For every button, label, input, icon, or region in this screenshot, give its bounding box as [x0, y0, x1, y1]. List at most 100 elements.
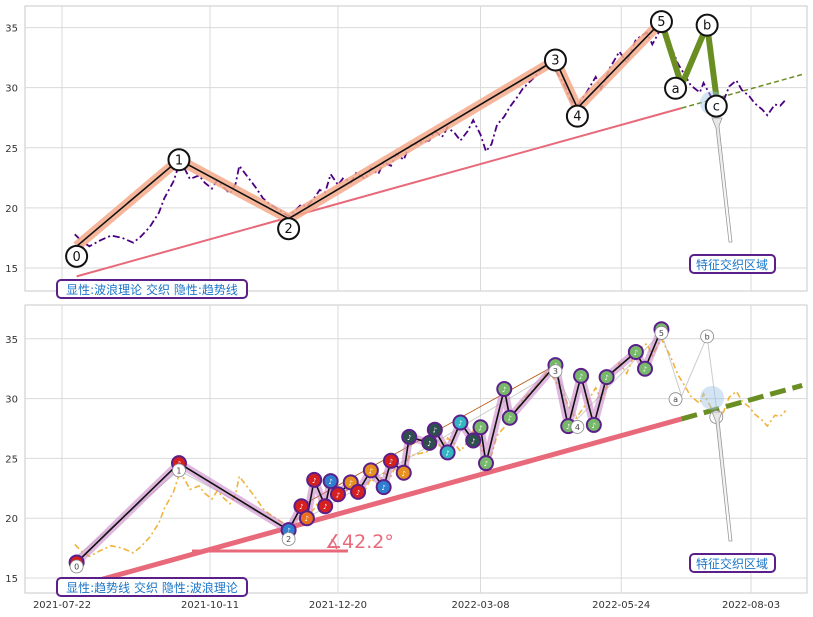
interweave-annotation: 特征交织区域	[696, 257, 768, 272]
pivot-marker-glyph: ♪	[349, 479, 353, 487]
bottom-panel: ♪♪♪♪♪♪♪♪♪♪♪♪♪♪♪♪♪♪♪♪♪♪♪♪♪♪♪♪♪♪♪♪♪ 0 1 2 3 4 5…	[56, 321, 803, 597]
pivot-marker-glyph: ♪	[478, 424, 482, 432]
pivot-marker-glyph: ♪	[336, 491, 340, 499]
pivot-marker	[501, 409, 518, 426]
correction-path	[658, 20, 720, 97]
pivot-marker-glyph: ♪	[286, 527, 290, 535]
pivot-marker	[452, 414, 469, 431]
wave-label-circle	[704, 94, 728, 118]
wave-label-circle	[565, 104, 589, 128]
interweave-annotation: 特征交织区域	[696, 556, 768, 571]
top-legend-box	[56, 279, 248, 299]
pivot-marker	[478, 455, 494, 472]
wave-reference-label-a: a	[673, 395, 678, 404]
wave-label-2: 2	[284, 222, 292, 237]
wave-reference-circle	[281, 532, 296, 546]
wave-reference-circle	[69, 559, 84, 574]
pivot-marker-glyph: ♪	[389, 458, 393, 466]
pivot-marker-glyph: ♪	[305, 515, 309, 523]
wave-reference-label-4: 4	[575, 423, 580, 432]
pivot-marker-glyph: ♪	[427, 440, 431, 448]
pivot-marker	[496, 381, 513, 398]
pivot-marker	[317, 498, 334, 515]
wave-label-circle	[695, 13, 719, 37]
x-tick-label: 2022-08-03	[722, 600, 780, 611]
x-tick-label: 2022-05-24	[592, 600, 650, 611]
y-tick-label-top: 20	[5, 204, 18, 215]
pivot-marker-glyph: ♪	[634, 349, 638, 357]
wave-reference-label-0: 0	[74, 562, 79, 571]
bottom-legend-box	[56, 577, 248, 597]
pivot-marker	[322, 473, 339, 490]
interweave-highlight-halo	[700, 386, 724, 410]
bottom-panel-grid	[25, 305, 807, 593]
wave-reference-label-1: 1	[176, 466, 181, 475]
wave-label-circle	[664, 76, 688, 100]
pivot-marker-glyph: ♪	[381, 484, 385, 492]
wave-label-4: 4	[573, 110, 581, 125]
wave-label-3: 3	[551, 54, 559, 69]
wave-label-0: 0	[72, 250, 80, 265]
pivot-marker	[375, 479, 392, 496]
y-tick-label-top: 15	[5, 264, 18, 275]
pivot-markers: ♪♪♪♪♪♪♪♪♪♪♪♪♪♪♪♪♪♪♪♪♪♪♪♪♪♪♪♪♪♪♪♪♪	[68, 321, 670, 571]
wave-label-c: c	[713, 100, 720, 115]
trend-line-solid	[75, 416, 683, 589]
y-tick-label-bottom: 35	[5, 335, 18, 346]
trend-line-extension	[681, 73, 803, 109]
pivot-marker-glyph: ♪	[508, 415, 512, 423]
wave-reference-circle	[668, 392, 683, 407]
wave-reference-circle	[654, 325, 669, 340]
wave-path-line	[76, 21, 662, 247]
trend-line	[76, 73, 803, 278]
pivot-marker	[426, 421, 443, 438]
pivot-marker-glyph: ♪	[471, 437, 475, 445]
wave-reference-label-5: 5	[659, 329, 664, 338]
top-panel: 0 1 2 3 4 5 a b c 特征交织区域 显性:波浪理论 交织 隐性:趋势线	[56, 10, 803, 299]
pivot-marker-glyph: ♪	[445, 449, 449, 457]
pivot-marker	[421, 434, 438, 451]
wave-path	[73, 18, 665, 251]
wave-reference-label-3: 3	[553, 367, 558, 376]
trend-line-extension	[680, 383, 803, 422]
pivot-marker	[350, 483, 367, 500]
wave-label-circle	[649, 10, 673, 34]
wave-reference-circle	[570, 420, 585, 434]
pivot-marker-glyph: ♪	[299, 503, 303, 511]
trend-line-solid	[76, 107, 682, 278]
x-tick-label: 2021-07-22	[33, 600, 91, 611]
wave-label-5: 5	[657, 15, 665, 30]
wave-reference-label-b: b	[705, 332, 710, 341]
x-tick-label: 2021-12-20	[309, 600, 367, 611]
pivot-marker-glyph: ♪	[566, 423, 570, 431]
interweave-annotation-box	[689, 254, 776, 274]
pivot-marker-glyph: ♪	[458, 420, 462, 428]
pivot-marker	[472, 419, 489, 436]
y-tick-label-top: 35	[5, 24, 18, 35]
y-tick-label-bottom: 25	[5, 454, 18, 465]
wave-reference-circle	[548, 364, 563, 378]
y-tick-label-top: 25	[5, 144, 18, 155]
top-legend: 显性:波浪理论 交织 隐性:趋势线	[66, 282, 238, 297]
pivot-marker	[598, 369, 615, 386]
pivot-marker	[585, 416, 602, 433]
pivot-marker	[573, 367, 590, 384]
pivot-marker-glyph: ♪	[323, 503, 327, 511]
correction-path-line	[658, 20, 720, 97]
y-tick-label-bottom: 15	[5, 574, 18, 585]
wave-label-circle	[167, 148, 191, 172]
pivot-marker	[362, 462, 379, 479]
pivot-marker	[306, 471, 323, 488]
pivot-marker-glyph: ♪	[328, 478, 332, 486]
y-tick-label-bottom: 30	[5, 395, 18, 406]
wave-label-circle	[543, 48, 567, 72]
pivot-marker-glyph: ♪	[312, 477, 316, 485]
pivot-marker-glyph: ♪	[356, 489, 360, 497]
interweave-highlight	[700, 386, 733, 542]
pivot-marker	[637, 360, 653, 377]
pivot-marker	[627, 343, 644, 360]
wave-label-b: b	[703, 19, 711, 34]
